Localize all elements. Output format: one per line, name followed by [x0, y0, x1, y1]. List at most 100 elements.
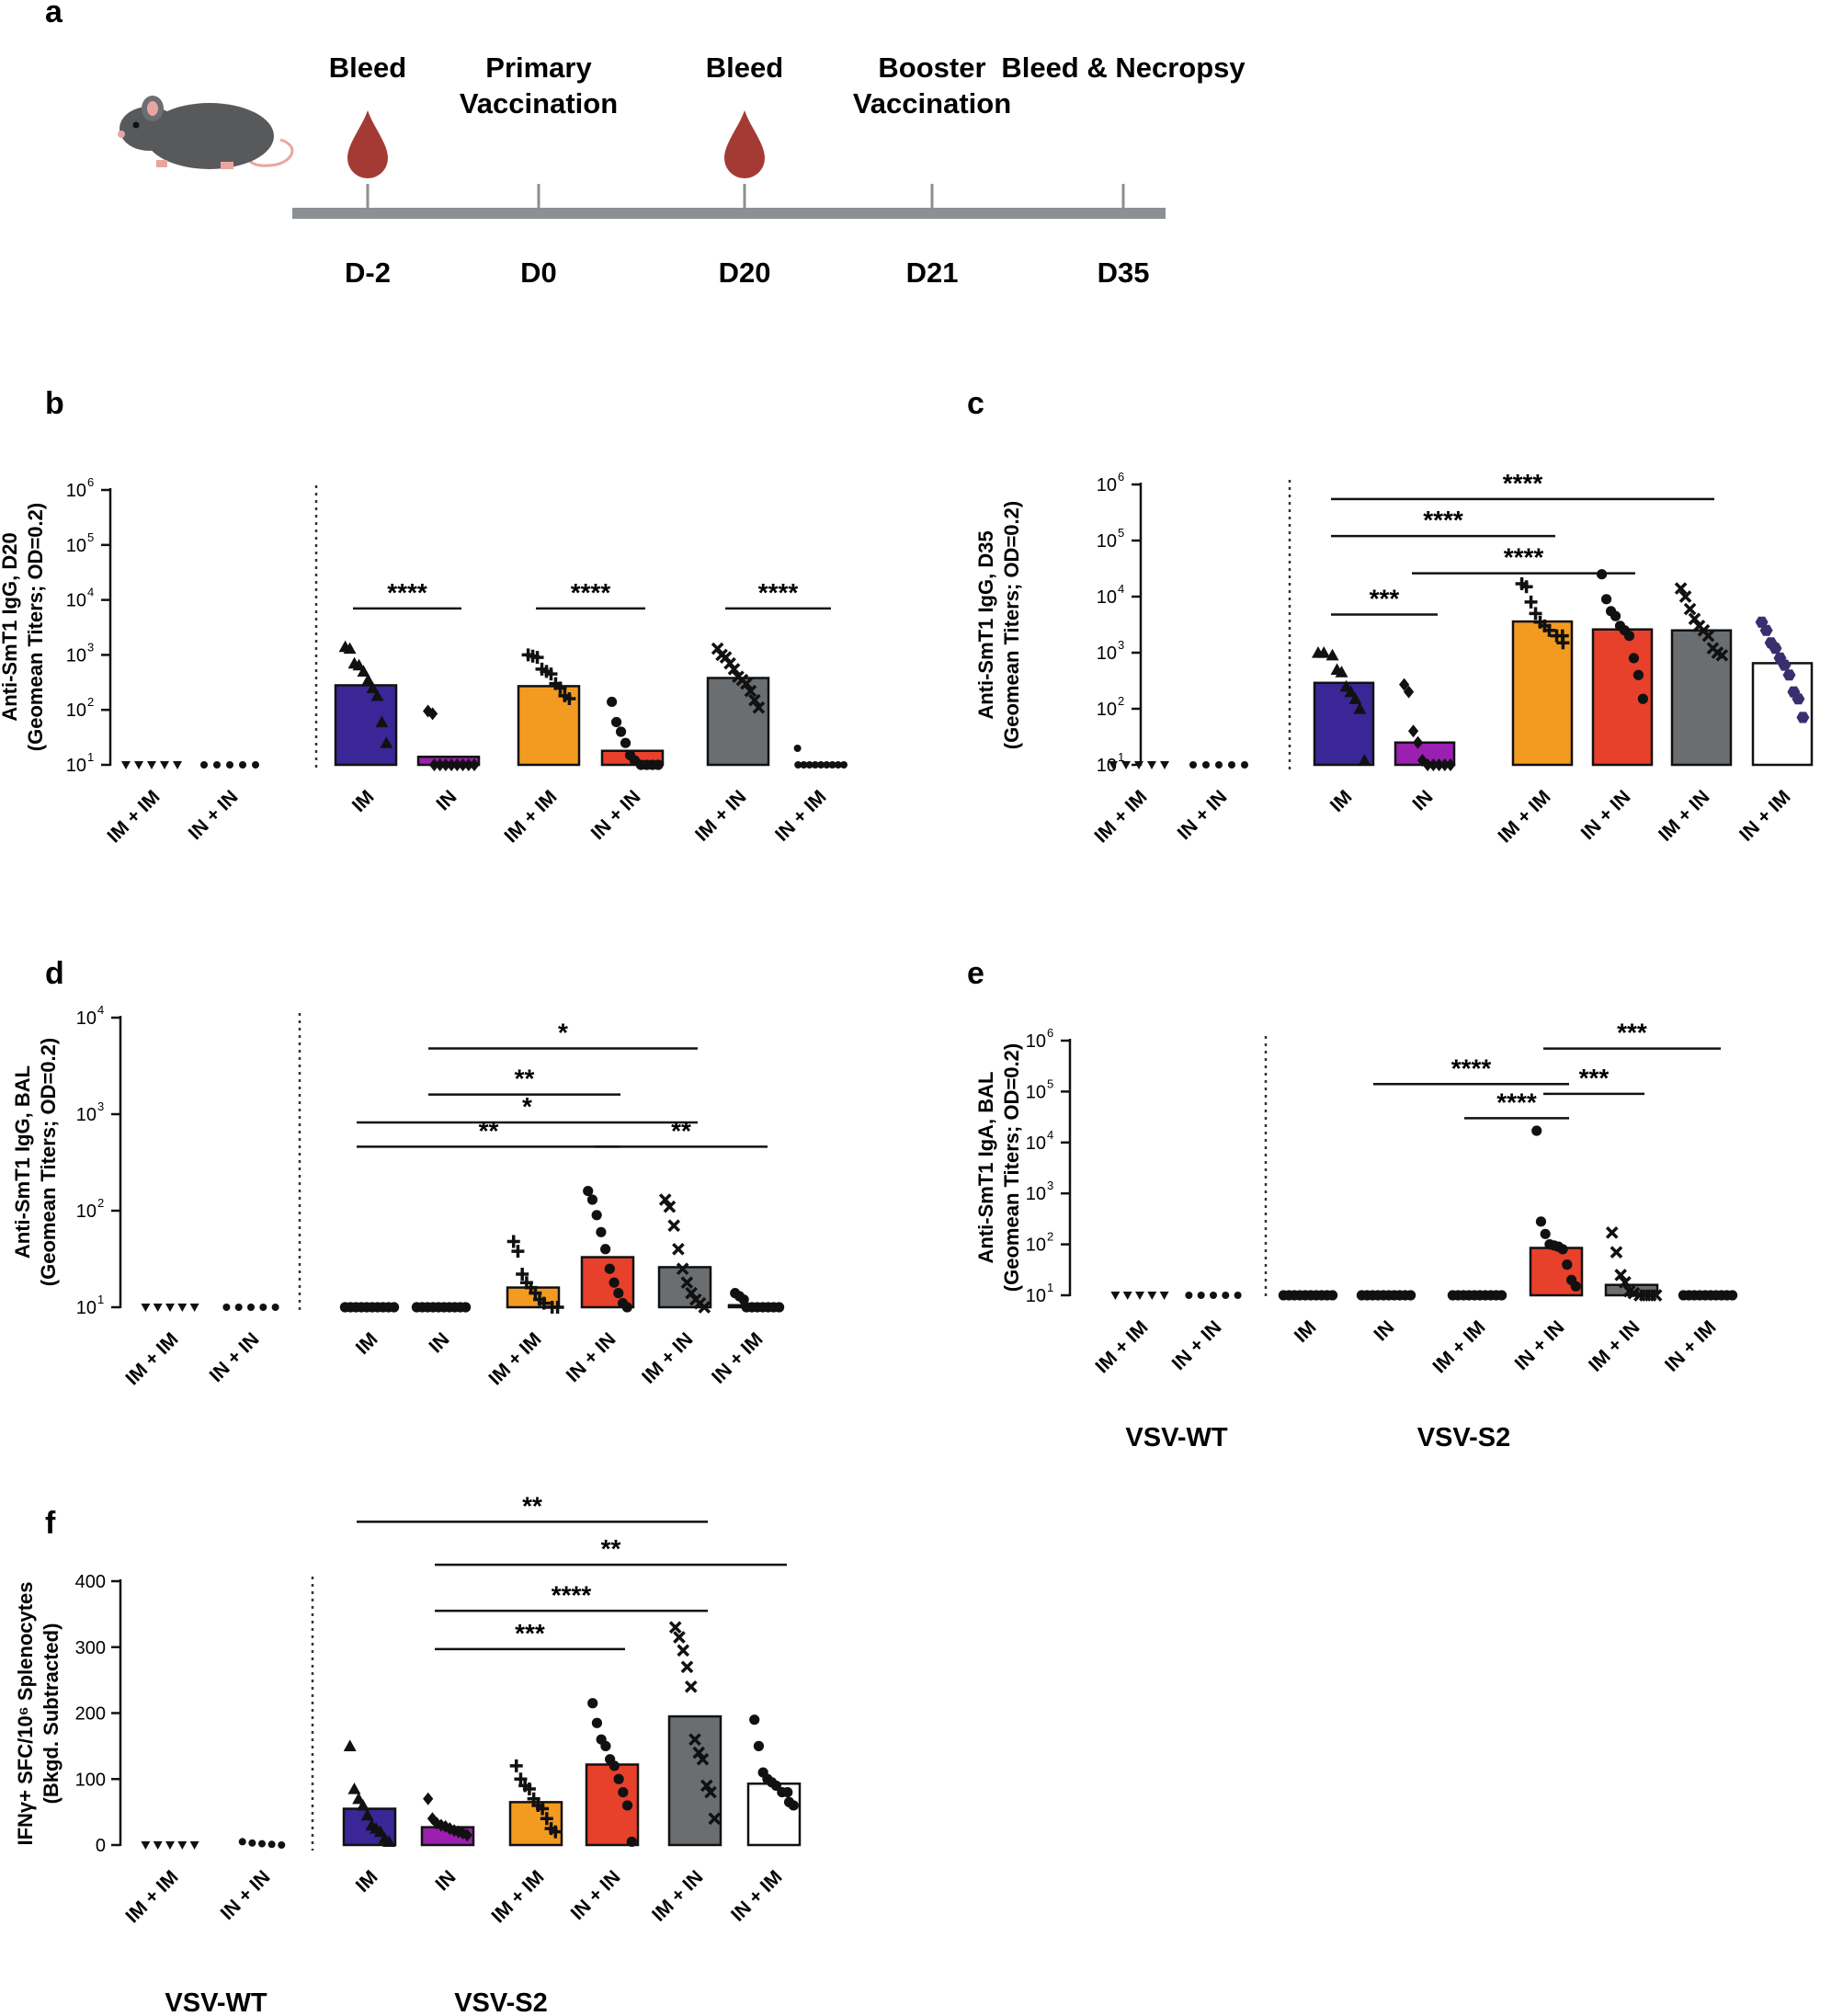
y-axis-label: Anti-SmT1 IgA, BAL (Geomean Titers; OD=0.…	[974, 1043, 1023, 1292]
data-point	[613, 1288, 624, 1299]
significance-label: **	[522, 1491, 542, 1520]
y-axis-label-line: Anti-SmT1 IgG, D20	[0, 532, 21, 721]
data-point	[563, 691, 576, 705]
data-point	[1412, 735, 1424, 749]
data-point	[1241, 761, 1248, 769]
data-point	[530, 651, 544, 665]
data-point	[1610, 610, 1621, 621]
data-point	[343, 642, 357, 655]
y-tick-label: 0	[96, 1836, 106, 1856]
timeline-event-label: Bleed	[706, 51, 783, 84]
y-axis-label-line: Anti-SmT1 IgG, BAL	[11, 1065, 34, 1259]
y-axis-label: IFNγ+ SFC/10⁶ Splenocytes (Bkgd. Subtract…	[14, 1581, 63, 1845]
data-point	[668, 1621, 682, 1634]
data-point	[1610, 1246, 1623, 1259]
data-point	[238, 1838, 246, 1846]
data-point	[1135, 1292, 1144, 1300]
data-point	[770, 1780, 781, 1792]
data-point	[1529, 607, 1542, 621]
data-point	[1535, 1216, 1547, 1227]
data-point	[684, 1680, 698, 1693]
y-tick-label: 200	[75, 1704, 106, 1725]
data-point	[375, 715, 389, 728]
category-label: IM	[352, 1328, 382, 1359]
timeline-event-label: Primary	[485, 51, 592, 84]
data-point	[749, 1714, 760, 1726]
data-point	[1335, 666, 1348, 678]
y-tick-exponent: 4	[87, 586, 94, 599]
data-point	[1782, 669, 1796, 681]
data-point	[427, 707, 438, 721]
data-point	[823, 761, 831, 769]
category-label: IM + IM	[487, 1866, 548, 1927]
data-point	[618, 1787, 629, 1798]
category-label: IN + IN	[206, 1328, 264, 1386]
y-tick-label: 10	[1097, 700, 1117, 720]
data-point	[626, 1836, 637, 1848]
data-point	[1197, 1292, 1205, 1299]
category-label: IM + IM	[484, 1328, 545, 1389]
data-point	[1147, 761, 1156, 769]
category-label: IM + IN	[1655, 786, 1714, 846]
significance-label: **	[601, 1534, 621, 1563]
data-point	[189, 1841, 199, 1850]
data-point	[1796, 712, 1810, 723]
data-point	[1649, 1289, 1663, 1302]
category-label: IN	[432, 786, 461, 814]
data-point	[1519, 580, 1533, 594]
y-axis-label-line: (Bkgd. Subtracted)	[40, 1623, 63, 1805]
data-point	[620, 737, 631, 748]
data-point	[173, 761, 182, 769]
data-point	[1189, 761, 1197, 769]
panel-letter-e: e	[967, 956, 984, 991]
data-point	[600, 1244, 611, 1255]
y-tick-label: 100	[75, 1770, 106, 1790]
data-point	[609, 1760, 620, 1771]
data-point	[1403, 685, 1415, 699]
data-point	[607, 696, 618, 708]
data-point	[680, 1276, 694, 1290]
y-axis-label-line: (Geomean Titers; OD=0.2)	[1000, 501, 1023, 749]
data-point	[423, 704, 434, 718]
category-label: IM	[348, 786, 379, 816]
data-point	[382, 1835, 396, 1848]
bar-im-plus-im	[508, 1801, 563, 1847]
data-point	[1358, 754, 1371, 766]
data-point	[258, 1839, 266, 1848]
data-point	[596, 1226, 607, 1237]
data-point	[688, 1733, 701, 1747]
data-point	[1556, 636, 1570, 650]
data-point	[121, 761, 131, 769]
data-point	[469, 758, 480, 771]
y-tick-exponent: 3	[87, 640, 94, 654]
data-point	[587, 1698, 598, 1709]
significance-label: **	[515, 1065, 535, 1093]
y-axis-label-line: (Geomean Titers; OD=0.2)	[37, 1038, 60, 1286]
data-point	[1623, 631, 1635, 642]
data-point	[540, 1812, 553, 1826]
data-point	[428, 758, 440, 771]
data-point	[1407, 724, 1419, 738]
y-tick-label: 10	[66, 536, 86, 556]
data-point	[389, 1302, 400, 1313]
data-point	[239, 761, 246, 769]
data-point	[1524, 595, 1538, 609]
data-point	[463, 758, 474, 771]
data-point	[1605, 1225, 1619, 1239]
category-label: IM	[352, 1866, 382, 1896]
data-point	[259, 1304, 267, 1311]
data-point	[834, 761, 842, 769]
category-label: IN + IN	[185, 786, 243, 844]
data-point	[680, 1660, 694, 1674]
data-point	[1422, 758, 1433, 771]
data-point	[1228, 761, 1235, 769]
data-point	[621, 1302, 632, 1313]
group-label-vsv-s2: VSV-S2	[454, 1988, 548, 2016]
data-point	[457, 758, 469, 771]
data-point	[1159, 1292, 1169, 1300]
category-label: IN + IN	[1174, 786, 1232, 844]
chart-f: f 0 100 200 300 400 IFNγ+ SFC/10⁶ Splenocytes(…	[14, 1491, 802, 2016]
data-point	[446, 758, 457, 771]
data-point	[613, 1773, 624, 1784]
panel-letter-f: f	[45, 1506, 56, 1541]
